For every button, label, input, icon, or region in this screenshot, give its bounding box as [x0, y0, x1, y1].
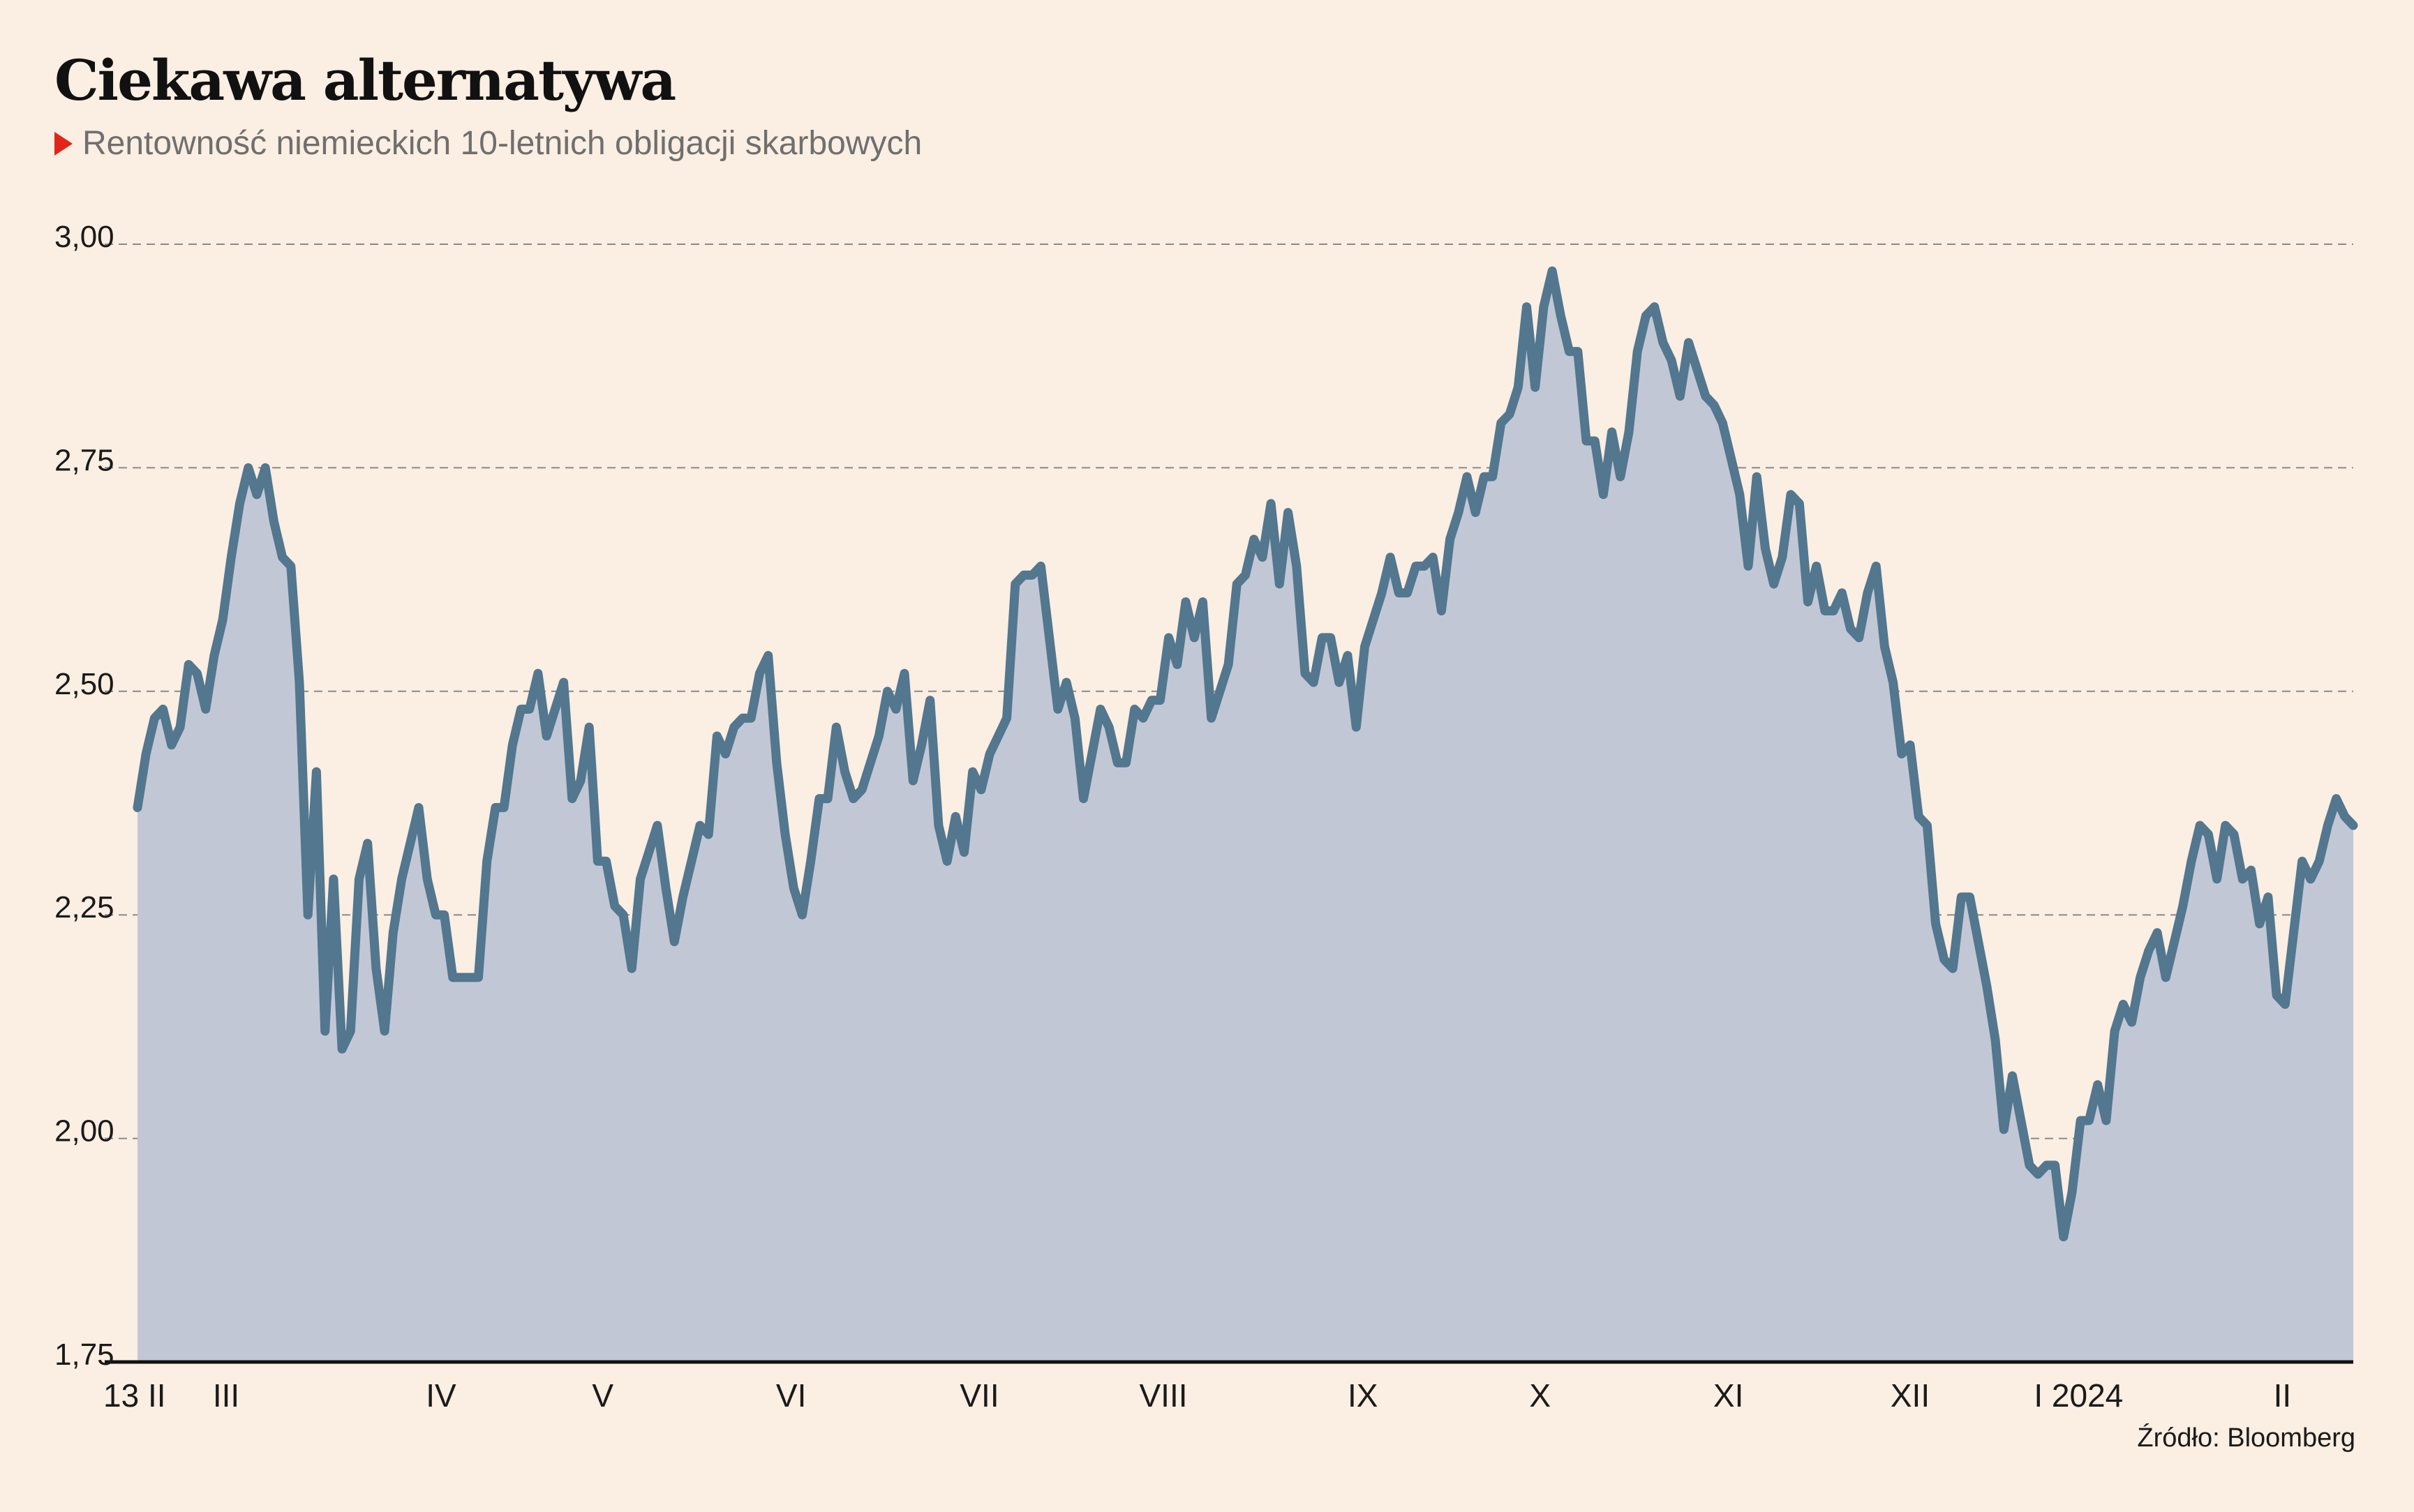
series-area: [137, 271, 2353, 1362]
x-tick-label: 13 II: [103, 1377, 166, 1414]
x-tick-label: V: [592, 1377, 613, 1414]
y-tick-label: 2,00: [54, 1114, 114, 1148]
triangle-marker-icon: [54, 131, 73, 156]
x-tick-label: XI: [1713, 1377, 1743, 1414]
x-tick-label: XII: [1891, 1377, 1930, 1414]
chart-subtitle: Rentowność niemieckich 10-letnich obliga…: [54, 124, 922, 163]
source-note: Źródło: Bloomberg: [2137, 1423, 2355, 1453]
y-tick-label: 2,50: [54, 667, 114, 701]
y-tick-label: 2,75: [54, 443, 114, 477]
x-tick-label: VII: [960, 1377, 999, 1414]
y-tick-label: 3,00: [54, 220, 114, 254]
y-tick-label: 1,75: [54, 1338, 114, 1372]
x-tick-label: IX: [1348, 1377, 1378, 1414]
tick-labels: 3,00 2,75 2,50 2,25 2,00 1,75 13 II III IV V VI VII…: [54, 220, 2291, 1414]
x-tick-label: VI: [776, 1377, 806, 1414]
chart-subtitle-text: Rentowność niemieckich 10-letnich obliga…: [82, 125, 923, 162]
x-tick-label: I 2024: [2034, 1377, 2123, 1414]
x-tick-label: X: [1529, 1377, 1551, 1414]
chart-title: Ciekawa alternatywa: [54, 47, 676, 113]
area-layer: [133, 266, 2358, 1362]
x-tick-label: VIII: [1140, 1377, 1188, 1414]
x-tick-label: II: [2274, 1377, 2292, 1414]
y-tick-label: 2,25: [54, 890, 114, 925]
x-tick-label: III: [213, 1377, 239, 1414]
series-line: [133, 266, 2358, 1242]
x-tick-label: IV: [426, 1377, 456, 1414]
